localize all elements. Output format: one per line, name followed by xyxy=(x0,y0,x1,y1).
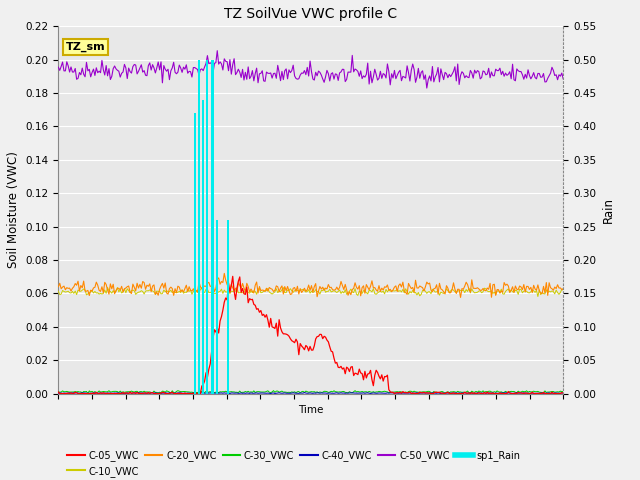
Bar xyxy=(211,60,214,394)
Bar xyxy=(202,100,204,394)
Bar xyxy=(227,220,229,394)
Y-axis label: Soil Moisture (VWC): Soil Moisture (VWC) xyxy=(7,152,20,268)
Bar xyxy=(198,60,200,394)
Bar xyxy=(216,220,218,394)
Text: TZ_sm: TZ_sm xyxy=(66,42,106,52)
X-axis label: Time: Time xyxy=(298,405,323,415)
Bar xyxy=(206,60,208,394)
Y-axis label: Rain: Rain xyxy=(602,197,614,223)
Title: TZ SoilVue VWC profile C: TZ SoilVue VWC profile C xyxy=(224,7,397,21)
Bar xyxy=(194,113,196,394)
Legend: C-05_VWC, C-10_VWC, C-20_VWC, C-30_VWC, C-40_VWC, C-50_VWC, sp1_Rain: C-05_VWC, C-10_VWC, C-20_VWC, C-30_VWC, … xyxy=(63,446,525,480)
